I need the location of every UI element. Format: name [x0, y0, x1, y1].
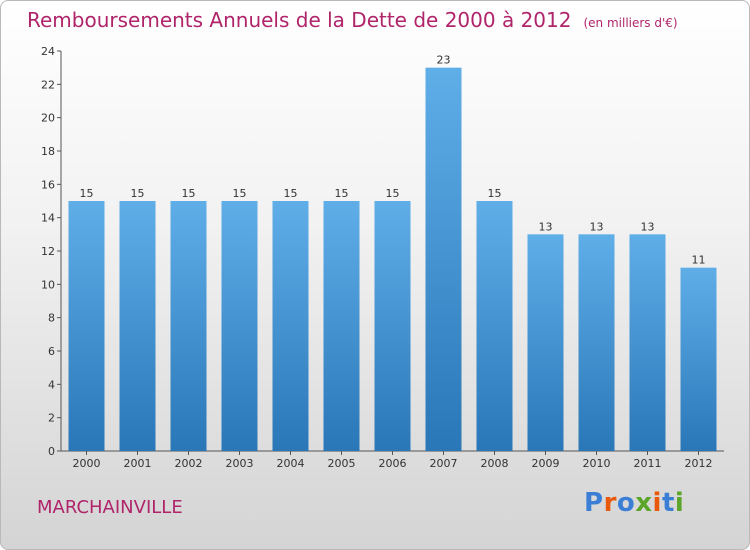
logo-letter: o [616, 488, 636, 518]
y-tick-label: 16 [41, 178, 55, 191]
bar-2003[interactable] [221, 201, 258, 451]
x-tick-label: 2007 [430, 457, 458, 470]
logo-letter: P [584, 488, 604, 518]
bar-2004[interactable] [272, 201, 309, 451]
bar-2005[interactable] [323, 201, 360, 451]
y-tick-label: 20 [41, 112, 55, 125]
bar-value-label: 13 [641, 220, 655, 233]
bar-2012[interactable] [680, 267, 717, 451]
bar-value-label: 15 [284, 187, 298, 200]
bar-value-label: 11 [692, 254, 706, 267]
logo-letter: r [603, 488, 617, 518]
y-tick-label: 14 [41, 212, 55, 225]
bar-2001[interactable] [119, 201, 156, 451]
y-tick-label: 6 [48, 345, 55, 358]
bar-value-label: 15 [131, 187, 145, 200]
unit-text: (en milliers d'€) [583, 16, 678, 30]
bar-2011[interactable] [629, 234, 666, 451]
y-tick-label: 0 [48, 445, 55, 458]
x-tick-label: 2012 [685, 457, 713, 470]
x-tick-label: 2000 [73, 457, 101, 470]
x-tick-label: 2001 [124, 457, 152, 470]
bar-value-label: 13 [590, 220, 604, 233]
y-tick-label: 24 [41, 45, 55, 58]
logo-letter: t [661, 488, 675, 518]
x-tick-label: 2004 [277, 457, 305, 470]
proxiti-logo[interactable]: Proxiti [584, 488, 684, 518]
y-tick-label: 18 [41, 145, 55, 158]
x-tick-label: 2008 [481, 457, 509, 470]
bar-2008[interactable] [476, 201, 513, 451]
y-tick-label: 8 [48, 312, 55, 325]
bar-value-label: 13 [539, 220, 553, 233]
x-tick-label: 2006 [379, 457, 407, 470]
bar-value-label: 15 [335, 187, 349, 200]
bar-value-label: 15 [182, 187, 196, 200]
city-name: MARCHAINVILLE [37, 497, 183, 518]
x-tick-label: 2003 [226, 457, 254, 470]
bar-2002[interactable] [170, 201, 207, 451]
logo-letter: x [635, 488, 653, 518]
x-tick-label: 2010 [583, 457, 611, 470]
y-tick-label: 10 [41, 278, 55, 291]
bar-2000[interactable] [68, 201, 105, 451]
x-tick-label: 2011 [634, 457, 662, 470]
bar-value-label: 23 [437, 54, 451, 67]
y-tick-label: 22 [41, 78, 55, 91]
chart-title: Remboursements Annuels de la Dette de 20… [27, 8, 678, 32]
logo-letter: i [652, 488, 662, 518]
bar-value-label: 15 [488, 187, 502, 200]
bar-value-label: 15 [386, 187, 400, 200]
title-text: Remboursements Annuels de la Dette de 20… [27, 8, 572, 32]
y-tick-label: 4 [48, 378, 55, 391]
x-tick-label: 2005 [328, 457, 356, 470]
bar-2010[interactable] [578, 234, 615, 451]
bar-2006[interactable] [374, 201, 411, 451]
bar-2009[interactable] [527, 234, 564, 451]
bar-value-label: 15 [80, 187, 94, 200]
y-tick-label: 12 [41, 245, 55, 258]
logo-letter: i [674, 488, 685, 518]
x-tick-label: 2009 [532, 457, 560, 470]
bar-value-label: 15 [233, 187, 247, 200]
x-tick-label: 2002 [175, 457, 203, 470]
y-tick-label: 2 [48, 412, 55, 425]
bar-2007[interactable] [425, 67, 462, 452]
